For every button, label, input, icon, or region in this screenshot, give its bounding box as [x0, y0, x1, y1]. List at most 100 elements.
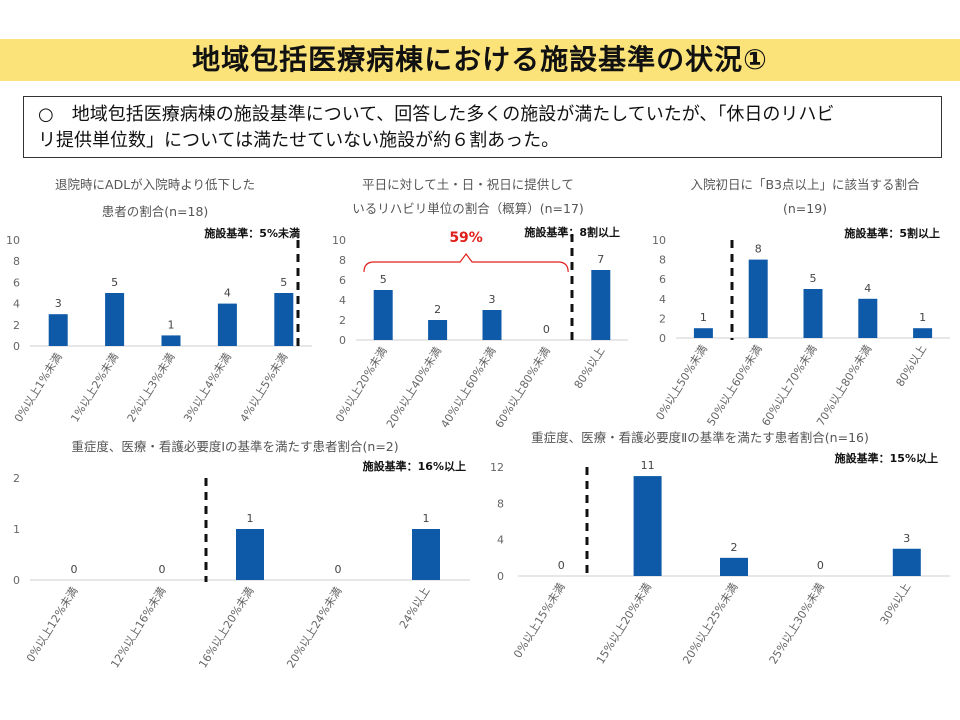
data-label: 11 [641, 459, 655, 472]
data-label: 1 [423, 512, 430, 525]
bar [720, 557, 748, 576]
category-label: 0%以上12%未満 [24, 585, 81, 665]
data-label: 1 [700, 311, 707, 324]
chart-title: (n=19) [783, 201, 827, 216]
summary-box: ○ 地域包括医療病棟の施設基準について、回答した多くの施設が満たしていたが、「休日… [23, 96, 942, 158]
y-tick-label: 0 [13, 574, 20, 587]
chart-severity-1: 重症度、医療・看護必要度Ⅰの基準を満たす患者割合(n=2) 施設基準：16%以上 0… [13, 439, 470, 671]
bar [803, 289, 823, 338]
y-tick-label: 8 [497, 497, 504, 510]
bar [913, 328, 933, 338]
y-tick-label: 4 [497, 534, 504, 547]
bar [373, 290, 393, 340]
y-tick-label: 10 [652, 234, 666, 247]
bar [105, 293, 125, 346]
category-label: 0%以上20%未満 [333, 345, 390, 425]
y-tick-label: 4 [339, 294, 346, 307]
y-tick-label: 8 [339, 254, 346, 267]
category-label: 80%以上 [572, 345, 608, 391]
data-label: 0 [558, 559, 565, 572]
category-label: 16%以上20%未満 [196, 585, 256, 671]
chart-title: 退院時にADLが入院時より低下した [55, 177, 255, 192]
data-label: 5 [280, 276, 287, 289]
summary-text-1: 地域包括医療病棟の施設基準について、回答した多くの施設が満たしていたが、「休日の… [71, 104, 835, 125]
data-label: 5 [810, 272, 817, 285]
data-label: 0 [159, 563, 166, 576]
callout-label: 59% [449, 230, 483, 246]
bar [217, 303, 237, 346]
data-label: 0 [71, 563, 78, 576]
summary-line-1: ○ 地域包括医療病棟の施設基準について、回答した多くの施設が満たしていたが、「休日… [38, 102, 927, 128]
category-label: 60%以上70%未満 [759, 343, 819, 429]
y-tick-label: 8 [13, 255, 20, 268]
circle-bullet: ○ [38, 104, 54, 125]
data-label: 3 [903, 532, 910, 545]
category-label: 24%以上 [397, 585, 433, 631]
data-label: 3 [489, 293, 496, 306]
y-tick-label: 4 [659, 293, 666, 306]
y-tick-label: 10 [332, 234, 346, 247]
data-label: 5 [111, 276, 118, 289]
data-label: 0 [817, 559, 824, 572]
category-label: 40%以上60%未満 [438, 345, 498, 431]
criterion-label: 施設基準：5%未満 [204, 226, 300, 240]
y-tick-label: 0 [497, 570, 504, 583]
chart-title: 入院初日に「B3点以上」に該当する割合 [690, 177, 920, 192]
y-tick-label: 2 [13, 472, 20, 485]
category-label: 50%以上60%未満 [704, 343, 764, 429]
chart-title: 平日に対して土・日・祝日に提供して [362, 177, 574, 192]
category-label: 3%以上4%未満 [181, 351, 234, 425]
category-label: 25%以上30%未満 [767, 581, 827, 667]
data-label: 1 [168, 318, 175, 331]
category-label: 60%以上80%未満 [493, 345, 553, 431]
category-label: 0%以上15%未満 [511, 581, 568, 661]
y-tick-label: 6 [659, 273, 666, 286]
category-label: 80%以上 [894, 343, 930, 389]
page-title: 地域包括医療病棟における施設基準の状況① [192, 43, 768, 76]
bar [591, 270, 611, 340]
data-label: 0 [543, 323, 550, 336]
callout-brace [363, 253, 569, 273]
y-tick-label: 2 [659, 312, 666, 325]
data-label: 4 [864, 282, 871, 295]
category-label: 0%以上1%未満 [12, 351, 65, 425]
bar [693, 328, 713, 338]
category-label: 20%以上25%未満 [680, 581, 740, 667]
data-label: 4 [224, 287, 231, 300]
y-tick-label: 2 [13, 319, 20, 332]
chart-b3-score: 入院初日に「B3点以上」に該当する割合 (n=19) 施設基準：5割以上 0 2 4 6 8 1… [652, 177, 950, 429]
category-label: 30%以上 [878, 581, 914, 627]
bar [748, 259, 768, 338]
chart-severity-2: 重症度、医療・看護必要度Ⅱの基準を満たす患者割合(n=16) 施設基準：15%以上… [490, 430, 950, 667]
data-label: 7 [597, 253, 604, 266]
bar [428, 320, 448, 340]
y-tick-label: 1 [13, 523, 20, 536]
y-tick-label: 6 [13, 276, 20, 289]
criterion-label: 施設基準：16%以上 [363, 459, 466, 473]
category-label: 0%以上50%未満 [653, 343, 710, 423]
y-tick-label: 4 [13, 298, 20, 311]
category-label: 1%以上2%未満 [68, 351, 121, 425]
data-label: 8 [755, 243, 762, 256]
chart-title: 重症度、医療・看護必要度Ⅰの基準を満たす患者割合(n=2) [71, 439, 398, 454]
data-label: 0 [335, 563, 342, 576]
chart-title: 重症度、医療・看護必要度Ⅱの基準を満たす患者割合(n=16) [531, 430, 869, 445]
data-label: 1 [919, 311, 926, 324]
summary-text-2: リ提供単位数」については満たせていない施設が約６割あった。 [38, 130, 560, 151]
data-label: 2 [731, 541, 738, 554]
y-tick-label: 0 [659, 332, 666, 345]
bar [412, 529, 440, 580]
data-label: 1 [247, 512, 254, 525]
bar [482, 310, 502, 340]
y-tick-label: 2 [339, 314, 346, 327]
category-label: 4%以上5%未満 [238, 351, 291, 425]
category-label: 20%以上24%未満 [284, 585, 344, 671]
bar [858, 298, 878, 338]
y-tick-label: 0 [339, 334, 346, 347]
category-label: 15%以上20%未満 [594, 581, 654, 667]
criterion-label: 施設基準：8割以上 [524, 225, 620, 239]
category-label: 70%以上80%未満 [814, 343, 874, 429]
y-tick-label: 0 [13, 340, 20, 353]
category-label: 20%以上40%未満 [384, 345, 444, 431]
